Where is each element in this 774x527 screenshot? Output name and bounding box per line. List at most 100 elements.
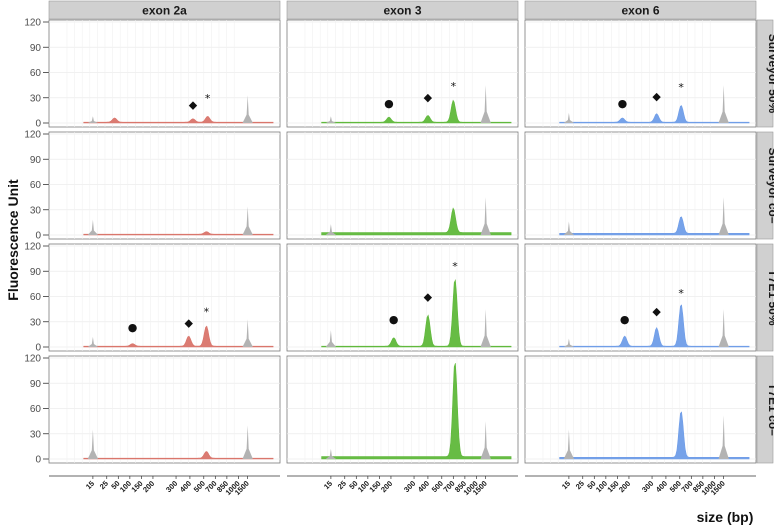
panel-frame	[48, 355, 281, 464]
x-tick-label: 200	[617, 479, 632, 494]
ladder-marker-1500	[718, 197, 729, 235]
peak-annotation: ◆	[652, 90, 661, 103]
row-label-t7e1-co: T7E1 co–	[766, 383, 774, 436]
peak-annotation: ●	[620, 313, 630, 326]
ladder-marker-1500	[480, 421, 491, 459]
panel-exon-3-surveyor-co	[286, 131, 519, 240]
ladder-marker-15	[325, 116, 337, 123]
peak-annotation: ●	[618, 97, 628, 110]
y-tick-label: 90	[30, 43, 42, 54]
y-tick-label: 30	[30, 205, 42, 216]
y-tick-label: 30	[30, 429, 42, 440]
row-label-surveyor-co: Surveyor co–	[766, 147, 774, 223]
ladder-marker-15	[87, 336, 99, 347]
x-tick-label: 300	[164, 479, 179, 494]
ladder-marker-1500	[480, 197, 491, 235]
peak-annotation: *	[451, 80, 457, 93]
ladder-marker-15	[563, 338, 575, 347]
x-tick-label: 400	[654, 479, 669, 494]
ladder-marker-15	[87, 429, 99, 459]
x-tick-label: 15	[84, 479, 96, 491]
y-tick-label: 0	[35, 343, 41, 354]
panel-frame	[286, 243, 519, 352]
panels-layer: exon 2a exon 3 exon 6 Surveyor 50% Surveyor …	[24, 0, 774, 497]
column-strip-exon-2a	[48, 0, 281, 20]
row-label-t7e1-50: T7E1 50%	[766, 269, 774, 325]
ladder-marker-1500	[480, 85, 491, 123]
row-strip-t7e1-co	[756, 355, 774, 464]
peak-annotation: ●	[128, 321, 138, 334]
panel-frame	[286, 19, 519, 128]
y-tick-label: 90	[30, 155, 42, 166]
peak-annotation: *	[204, 306, 210, 319]
trace-area	[321, 363, 512, 460]
y-tick-label: 60	[30, 68, 42, 79]
ladder-marker-15	[563, 112, 575, 123]
trace-area	[321, 207, 512, 236]
y-tick-label: 30	[30, 93, 42, 104]
column-label-exon-6: exon 6	[621, 4, 659, 18]
panel-exon-2a-surveyor-50: ◆*	[48, 19, 281, 128]
y-tick-label: 30	[30, 317, 42, 328]
y-tick-label: 60	[30, 180, 42, 191]
panel-exon-6-t7e1-co	[524, 355, 757, 464]
x-tick-label: 300	[640, 479, 655, 494]
panel-frame	[524, 131, 757, 240]
ladder-marker-1500	[718, 85, 729, 123]
x-tick-label: 300	[402, 479, 417, 494]
peak-annotation: ◆	[424, 91, 433, 104]
ladder-marker-15	[563, 221, 575, 235]
panel-exon-6-surveyor-co	[524, 131, 757, 240]
panel-frame	[286, 131, 519, 240]
x-tick-label: 400	[416, 479, 431, 494]
ladder-marker-1500	[718, 415, 729, 459]
panel-exon-3-t7e1-50: ● ◆ *	[286, 243, 519, 352]
panel-exon-2a-surveyor-co	[48, 131, 281, 240]
column-label-exon-3: exon 3	[383, 4, 421, 18]
panel-frame	[48, 131, 281, 240]
panel-exon-3-surveyor-50: ● ◆ *	[286, 19, 519, 128]
y-tick-label: 120	[24, 18, 41, 29]
panel-exon-3-t7e1-co	[286, 355, 519, 464]
row-strip-surveyor-50	[756, 19, 774, 128]
ladder-marker-15	[87, 116, 99, 123]
panel-exon-6-t7e1-50: ● ◆ *	[524, 243, 757, 352]
y-tick-label: 120	[24, 354, 41, 365]
panel-exon-6-surveyor-50: ● ◆ *	[524, 19, 757, 128]
y-axis-title: Fluorescence Unit	[5, 179, 21, 301]
peak-annotation: ●	[389, 313, 399, 326]
ladder-marker-15	[87, 219, 99, 235]
x-tick-label: 200	[141, 479, 156, 494]
panel-exon-2a-t7e1-co	[48, 355, 281, 464]
peak-annotation: *	[678, 81, 684, 94]
ladder-marker-1500	[718, 309, 729, 347]
y-tick-label: 120	[24, 242, 41, 253]
ladder-marker-1500	[242, 206, 253, 235]
y-tick-label: 0	[35, 455, 41, 466]
y-tick-label: 120	[24, 130, 41, 141]
row-strip-surveyor-co	[756, 131, 774, 240]
column-strip-exon-6	[524, 0, 757, 20]
ladder-marker-15	[325, 224, 337, 235]
x-tick-label: 400	[178, 479, 193, 494]
ladder-marker-15	[325, 330, 337, 347]
peak-annotation: ◆	[424, 291, 433, 304]
y-tick-label: 0	[35, 119, 41, 130]
x-tick-label: 15	[560, 479, 572, 491]
y-tick-label: 60	[30, 404, 42, 415]
column-strip-exon-3	[286, 0, 519, 20]
x-tick-label: 200	[379, 479, 394, 494]
row-label-surveyor-50: Surveyor 50%	[766, 34, 774, 114]
peak-annotation: *	[205, 92, 211, 105]
ladder-marker-1500	[242, 95, 253, 123]
peak-annotation: ●	[384, 97, 394, 110]
peak-annotation: *	[452, 260, 458, 273]
x-axis-title: size (bp)	[697, 509, 754, 525]
panel-frame	[524, 243, 757, 352]
ladder-marker-1500	[480, 309, 491, 347]
panel-frame	[524, 19, 757, 128]
peak-annotation: ◆	[652, 305, 661, 318]
y-tick-label: 0	[35, 231, 41, 242]
panel-frame	[48, 243, 281, 352]
